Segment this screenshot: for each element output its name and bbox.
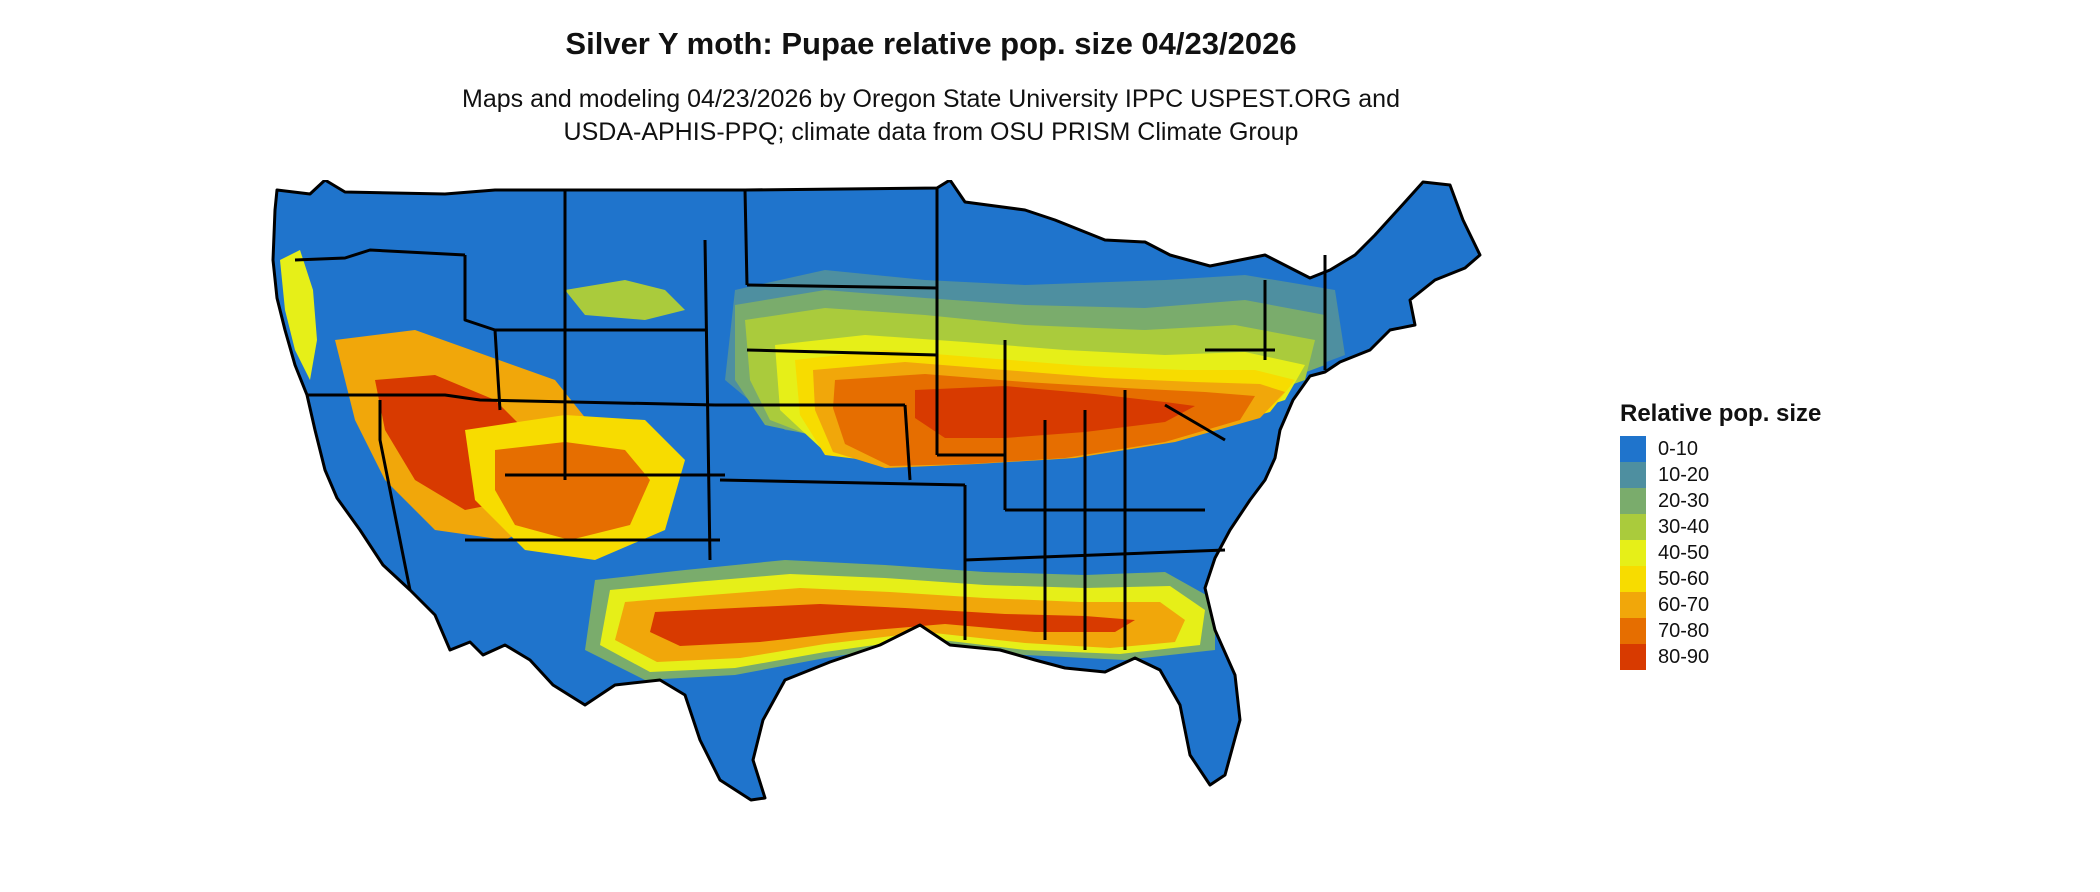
legend-item: 70-80	[1620, 618, 1821, 644]
legend-label: 0-10	[1658, 437, 1699, 460]
legend-swatch	[1620, 540, 1646, 566]
legend-label: 40-50	[1658, 541, 1710, 564]
legend-swatch	[1620, 514, 1646, 540]
legend-label: 10-20	[1658, 463, 1710, 486]
legend-label: 50-60	[1658, 567, 1710, 590]
legend-item: 60-70	[1620, 592, 1821, 618]
legend: Relative pop. size 0-10 10-20 20-30 30-40 40…	[1620, 400, 1821, 670]
legend-item: 40-50	[1620, 540, 1821, 566]
legend-swatch	[1620, 462, 1646, 488]
legend-item: 10-20	[1620, 462, 1821, 488]
legend-label: 80-90	[1658, 645, 1710, 668]
legend-swatch	[1620, 566, 1646, 592]
legend-item: 30-40	[1620, 514, 1821, 540]
pacific-coast-band-40-50	[280, 250, 317, 380]
legend-swatch	[1620, 436, 1646, 462]
legend-swatch	[1620, 592, 1646, 618]
legend-label: 20-30	[1658, 489, 1710, 512]
north-plains-band-30-40	[565, 280, 685, 320]
south-band-80-90	[650, 604, 1135, 646]
legend-label: 70-80	[1658, 619, 1710, 642]
legend-item: 50-60	[1620, 566, 1821, 592]
legend-rows: 0-10 10-20 20-30 30-40 40-50 50-60 60-70 70-80 8…	[1620, 436, 1821, 670]
legend-item: 20-30	[1620, 488, 1821, 514]
legend-item: 80-90	[1620, 644, 1821, 670]
legend-label: 30-40	[1658, 515, 1710, 538]
legend-item: 0-10	[1620, 436, 1821, 462]
subtitle-line-2: USDA-APHIS-PPQ; climate data from OSU PR…	[563, 118, 1299, 146]
subtitle-line-1: Maps and modeling 04/23/2026 by Oregon S…	[462, 85, 1400, 113]
legend-label: 60-70	[1658, 593, 1710, 616]
us-population-map	[271, 180, 1482, 802]
legend-swatch	[1620, 488, 1646, 514]
legend-title: Relative pop. size	[1620, 400, 1822, 427]
map-subtitle: Maps and modeling 04/23/2026 by Oregon S…	[0, 83, 1862, 149]
state-borders	[271, 180, 1482, 802]
legend-swatch	[1620, 644, 1646, 670]
southwest-band-70-80	[495, 442, 650, 540]
map-title: Silver Y moth: Pupae relative pop. size …	[565, 26, 1297, 61]
population-bands	[280, 250, 1345, 680]
legend-swatch	[1620, 618, 1646, 644]
